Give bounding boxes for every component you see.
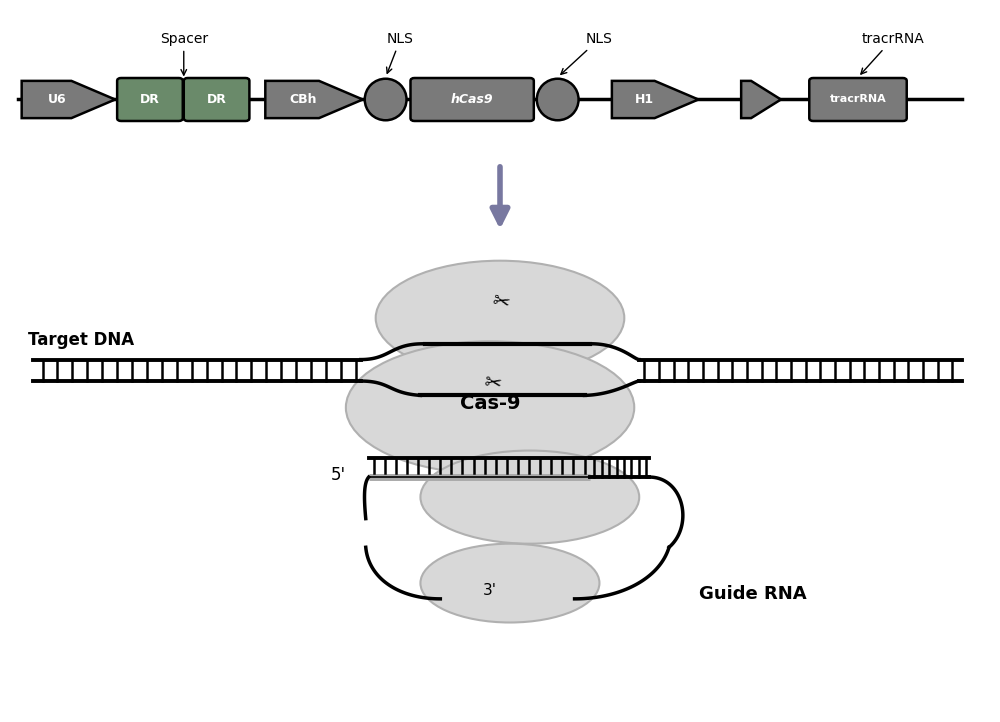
Text: 5': 5' — [331, 466, 346, 484]
FancyBboxPatch shape — [411, 78, 534, 121]
Ellipse shape — [420, 544, 599, 622]
Text: DR: DR — [207, 93, 227, 106]
Text: CBh: CBh — [289, 93, 317, 106]
Text: Guide RNA: Guide RNA — [699, 585, 807, 603]
Text: ✂: ✂ — [489, 290, 511, 314]
Text: Target DNA: Target DNA — [28, 331, 134, 349]
Text: 3': 3' — [483, 583, 497, 598]
FancyBboxPatch shape — [184, 78, 249, 121]
Text: ✂: ✂ — [482, 373, 502, 395]
Polygon shape — [22, 81, 115, 118]
FancyBboxPatch shape — [117, 78, 183, 121]
Text: DR: DR — [140, 93, 160, 106]
Polygon shape — [612, 81, 698, 118]
Text: Spacer: Spacer — [160, 32, 208, 75]
Polygon shape — [265, 81, 363, 118]
Polygon shape — [741, 81, 781, 118]
Ellipse shape — [537, 79, 579, 121]
FancyBboxPatch shape — [809, 78, 907, 121]
Ellipse shape — [346, 342, 634, 474]
Text: hCas9: hCas9 — [451, 93, 493, 106]
Ellipse shape — [420, 451, 639, 544]
Text: NLS: NLS — [561, 32, 613, 74]
Text: H1: H1 — [635, 93, 654, 106]
Text: tracrRNA: tracrRNA — [830, 95, 886, 105]
Text: tracrRNA: tracrRNA — [861, 32, 924, 74]
Ellipse shape — [365, 79, 407, 121]
Text: Cas-9: Cas-9 — [460, 394, 520, 414]
Text: NLS: NLS — [387, 32, 414, 73]
Text: U6: U6 — [48, 93, 67, 106]
Ellipse shape — [376, 261, 624, 375]
